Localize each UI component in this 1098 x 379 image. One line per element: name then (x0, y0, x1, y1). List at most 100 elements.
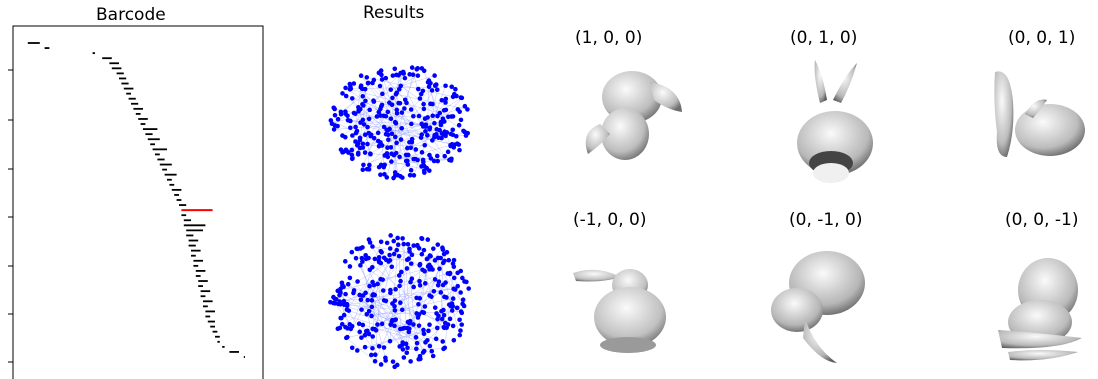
graph-node (388, 116, 394, 122)
graph-node (381, 124, 387, 130)
graph-node (355, 152, 361, 157)
results-title: Results (363, 3, 425, 23)
graph-node (394, 110, 400, 116)
graph-node (416, 113, 422, 119)
graph-node (347, 322, 353, 327)
graph-node (367, 240, 373, 245)
graph-node (378, 248, 384, 254)
graph-node (442, 153, 448, 159)
graph-edge (334, 108, 424, 127)
graph-node (438, 255, 443, 261)
graph-node (357, 292, 362, 298)
graph-node (400, 340, 405, 345)
graph-node (350, 133, 355, 138)
graph-node (431, 246, 436, 251)
view-label-1: (1, 0, 0) (575, 28, 643, 48)
graph-node (348, 125, 353, 131)
graph-node (372, 256, 378, 262)
graph-node (398, 137, 404, 142)
view-label-4: (-1, 0, 0) (573, 210, 647, 230)
graph-node (450, 296, 456, 301)
graph-node (353, 124, 358, 130)
graph-node (443, 96, 449, 102)
graph-node (337, 299, 343, 304)
graph-node (354, 128, 360, 134)
graph-node (331, 105, 337, 111)
graph-node (415, 315, 421, 320)
view-label-5: (0, -1, 0) (789, 210, 863, 230)
graph-node (435, 158, 441, 164)
graph-node (415, 73, 421, 78)
graph-node (456, 122, 462, 128)
graph-node (458, 95, 464, 100)
graph-node (419, 150, 425, 155)
graph-node (435, 113, 440, 119)
graph-node (397, 154, 402, 160)
graph-node (422, 304, 428, 309)
graph-node (407, 172, 413, 178)
graph-node (430, 267, 435, 272)
bunny-render-5 (771, 251, 865, 363)
graph-node (404, 266, 410, 271)
graph-node (458, 328, 463, 333)
graph-node (372, 358, 378, 364)
graph-node (419, 121, 425, 127)
graph-node (432, 132, 437, 138)
graph-node (362, 344, 368, 350)
graph-edge (408, 245, 418, 259)
graph-node (374, 114, 380, 119)
graph-node (393, 150, 399, 156)
graph-node (414, 340, 420, 346)
graph-node (362, 86, 368, 92)
graph-node (379, 77, 385, 82)
view-label-3: (0, 0, 1) (1008, 28, 1076, 48)
graph-node (389, 264, 395, 270)
graph-node (394, 362, 400, 368)
graph-node (396, 273, 402, 278)
graph-node (355, 279, 360, 284)
graph-node (425, 256, 430, 262)
graph-node (378, 172, 383, 178)
graph-node (364, 75, 370, 80)
graph-edge (346, 337, 376, 362)
graph-node (425, 133, 430, 138)
graph-node (409, 65, 415, 70)
graph-edge (380, 70, 408, 161)
graph-node (392, 173, 398, 178)
graph-node (345, 334, 350, 340)
graph-node (448, 157, 454, 162)
graph-node (428, 156, 434, 161)
graph-node (418, 356, 423, 362)
graph-node (373, 328, 379, 333)
graph-node (388, 290, 393, 296)
graph-node (391, 238, 397, 244)
graph-node (435, 242, 441, 247)
graph-node (360, 141, 366, 147)
view-label-2: (0, 1, 0) (790, 28, 858, 48)
graph-node (387, 338, 393, 344)
graph-node (399, 307, 405, 313)
graph-node (360, 167, 366, 173)
graph-node (409, 136, 415, 142)
graph-node (386, 137, 391, 143)
graph-node (368, 133, 374, 139)
graph-node (451, 286, 457, 292)
graph-node (343, 93, 349, 99)
graph-node (454, 141, 460, 147)
graph-node (451, 275, 457, 281)
barcode-frame (12, 25, 264, 379)
graph-node (446, 257, 452, 263)
graph-node (375, 281, 380, 287)
graph-edge (399, 128, 402, 157)
graph-node (433, 336, 439, 342)
graph-node (335, 116, 341, 122)
graph-node (360, 117, 366, 123)
graph-node (432, 120, 437, 126)
graph-node (422, 281, 428, 286)
graph-node (425, 79, 431, 85)
graph-node (416, 323, 422, 328)
graph-node (428, 101, 433, 107)
graph-node (449, 84, 455, 90)
graph-node (465, 130, 471, 136)
graph-node (375, 138, 381, 144)
